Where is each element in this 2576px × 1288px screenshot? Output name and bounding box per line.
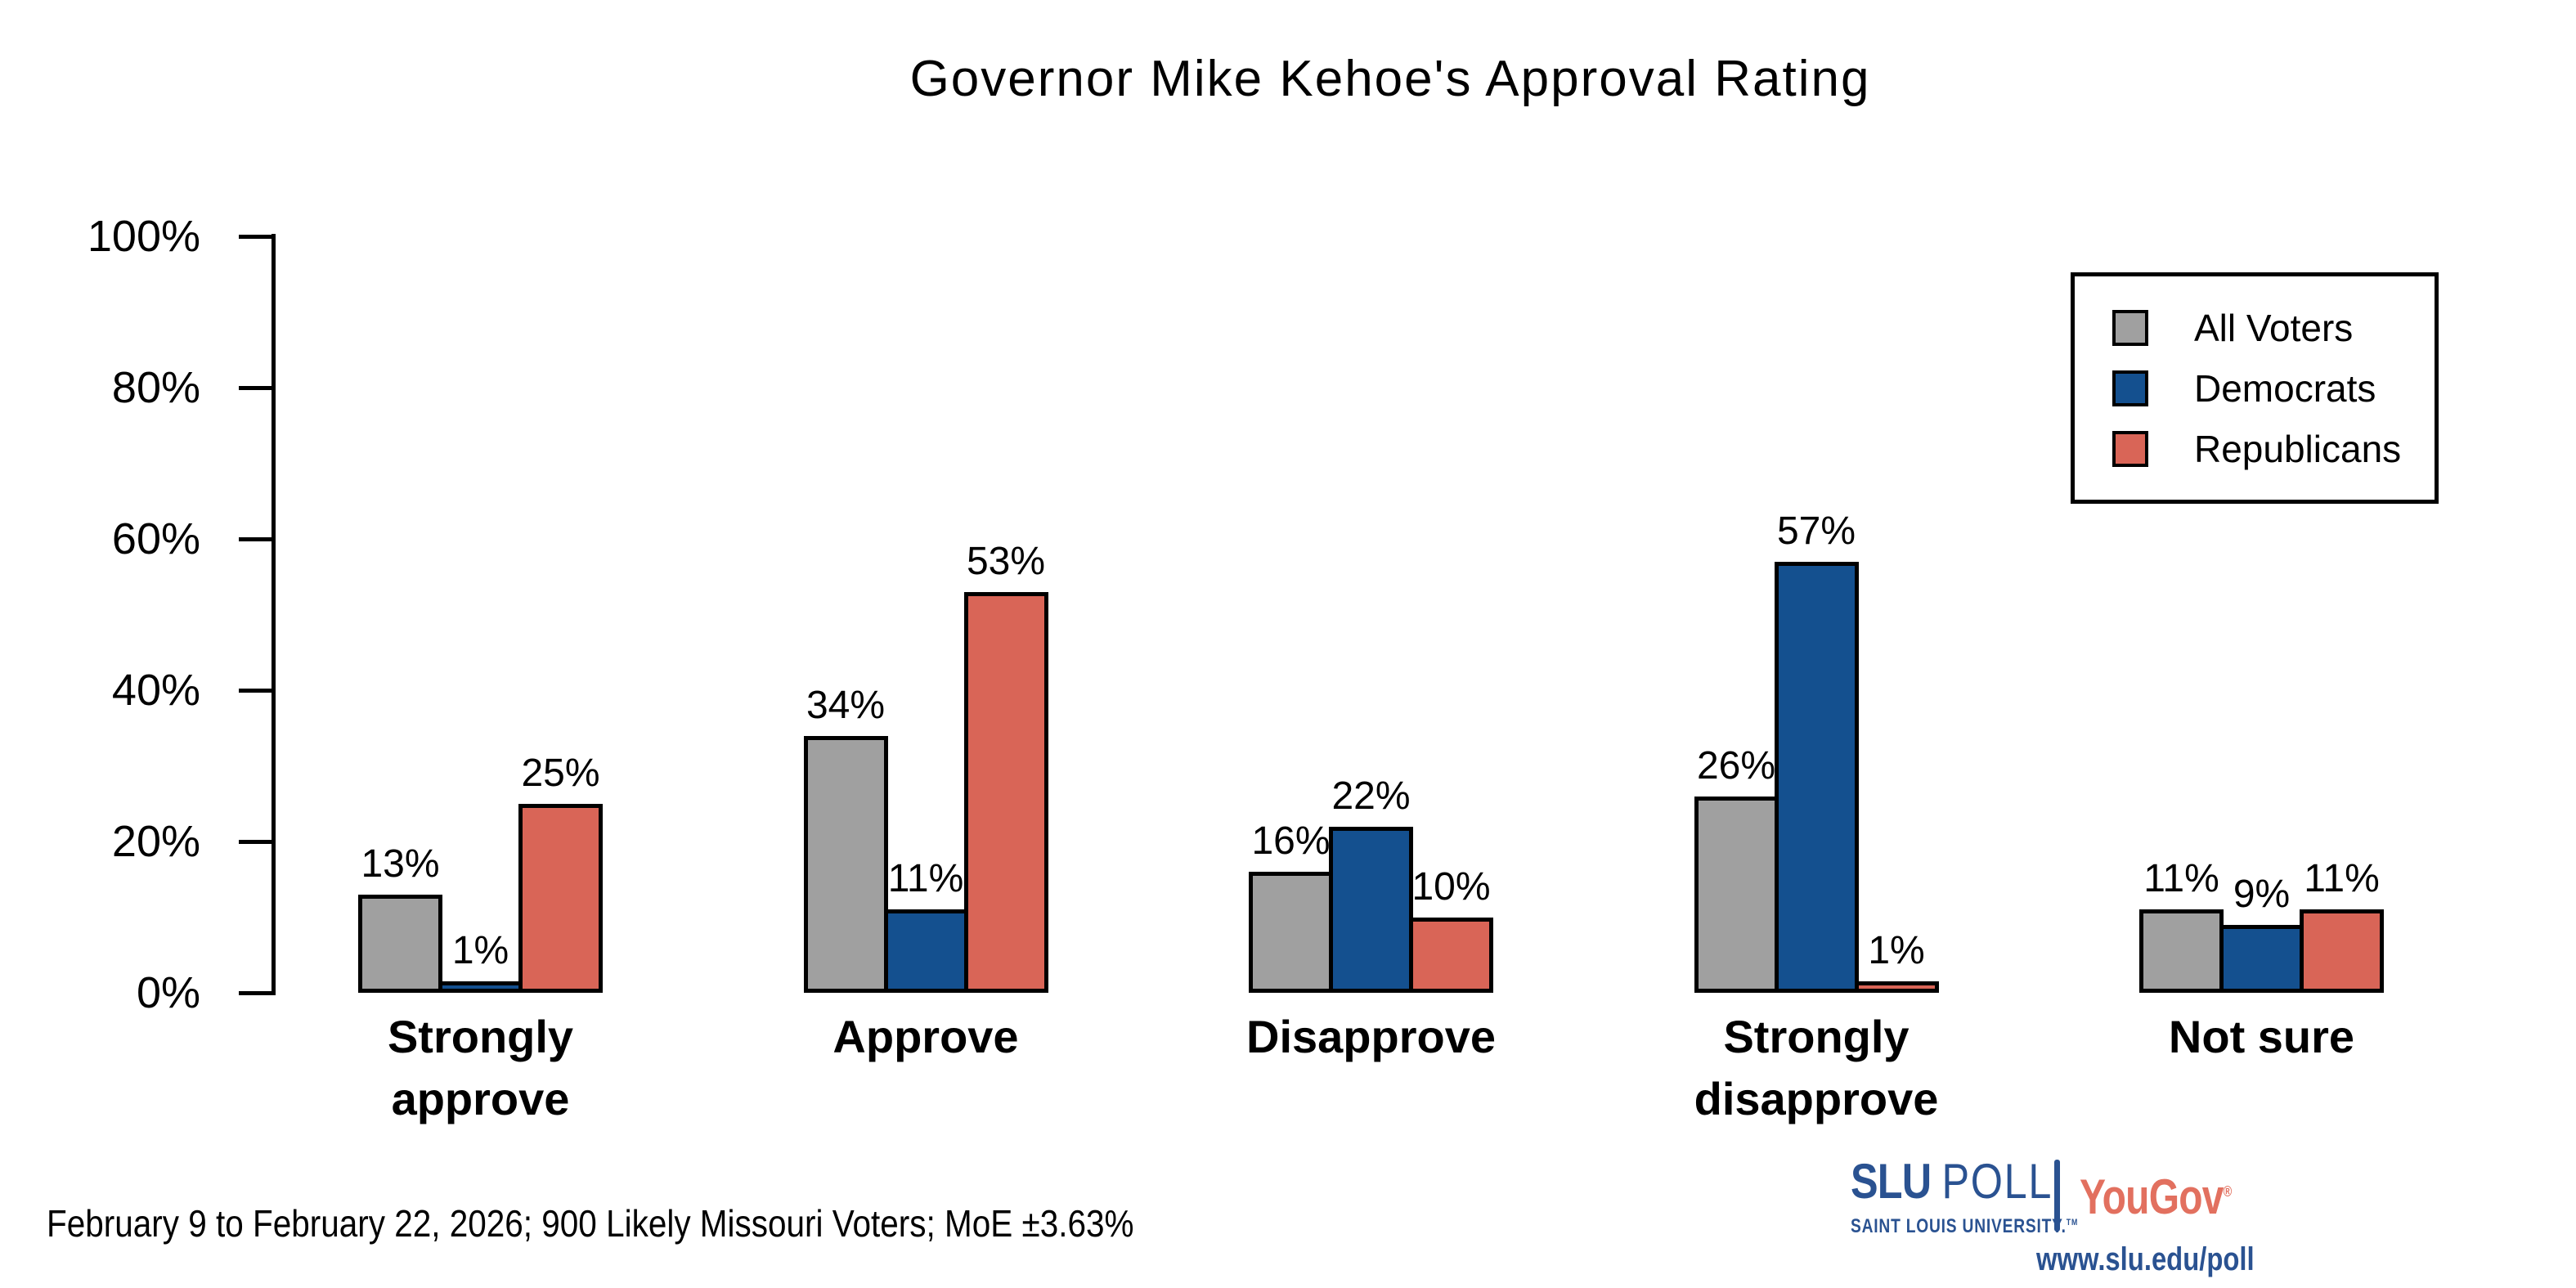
legend-item-republicans: Republicans (2112, 429, 2435, 469)
bar-republicans (518, 803, 603, 993)
legend-item-democrats: Democrats (2112, 369, 2435, 408)
bar-slot: 11% (2139, 859, 2224, 993)
category-label: Not sure (2168, 1011, 2355, 1062)
methodology-footnote: February 9 to February 22, 2026; 900 Lik… (47, 1202, 1134, 1245)
legend-label: All Voters (2194, 306, 2354, 349)
slu-university-subtitle: SAINT LOUIS UNIVERSITY.TM (1851, 1215, 2079, 1237)
registered-symbol: ® (2223, 1183, 2233, 1200)
bar-value-label: 57% (1776, 509, 1856, 553)
bar-republicans (2300, 909, 2384, 993)
bar-value-label: 22% (1331, 774, 1411, 818)
bar-value-label: 53% (966, 539, 1046, 583)
category-label: Strongly approve (387, 1011, 574, 1124)
bar-slot: 11% (883, 857, 968, 993)
bar-democrats (2219, 924, 2304, 993)
y-tick-label: 80% (111, 363, 200, 412)
bar-slot: 22% (1329, 774, 1413, 993)
bar-republicans (1409, 917, 1493, 993)
plot-area: 0% 20% 40% 60% 80% 100% 13% 1% 25% Strongly appro… (0, 213, 2576, 1124)
bar-slot: 9% (2219, 872, 2304, 993)
poll-wordmark: POLL (1941, 1154, 2053, 1209)
y-axis-tick (239, 990, 276, 995)
category-label: Approve (832, 1011, 1019, 1062)
bar-group: 11% 9% 11% Not sure (2139, 859, 2384, 1062)
y-axis-tick (239, 385, 276, 390)
bar-slot: 10% (1409, 864, 1493, 993)
all-voters-swatch (2112, 309, 2148, 346)
legend-item-all-voters: All Voters (2112, 308, 2435, 348)
category-label: Disapprove (1246, 1011, 1496, 1062)
bar-slot: 16% (1249, 821, 1333, 993)
bar-all-voters (1694, 796, 1779, 993)
trademark-symbol: TM (2066, 1218, 2079, 1227)
y-axis-tick (239, 688, 276, 693)
bar-republicans (963, 591, 1048, 993)
bar-group: 16% 22% 10% Disapprove (1246, 774, 1496, 1062)
bar-value-label: 11% (2304, 857, 2380, 901)
bar-all-voters (358, 894, 442, 993)
bar-slot: 26% (1694, 743, 1779, 993)
y-axis-line (272, 234, 276, 995)
y-tick-label: 20% (111, 817, 200, 866)
bar-value-label: 34% (806, 683, 886, 727)
bar-slot: 53% (963, 539, 1048, 993)
slu-wordmark: SLU (1851, 1154, 1932, 1209)
bar-value-label: 11% (2143, 857, 2219, 901)
bar-value-label: 13% (361, 841, 440, 886)
bar-slot: 1% (1854, 929, 1939, 993)
bar-group: 26% 57% 1% Strongly disapprove (1694, 509, 1939, 1124)
bar-group: 34% 11% 53% Approve (803, 539, 1048, 1062)
logo-divider (2054, 1160, 2060, 1232)
bar-democrats (883, 909, 968, 993)
y-axis-tick (239, 839, 276, 844)
y-axis-tick (239, 234, 276, 239)
bar-all-voters (2139, 909, 2224, 993)
bar-slot: 1% (438, 931, 523, 993)
bar-democrats (1774, 561, 1859, 993)
legend-label: Democrats (2194, 366, 2376, 410)
bar-slot: 25% (518, 751, 603, 993)
y-tick-label: 0% (136, 968, 200, 1017)
legend: All Voters Democrats Republicans (2071, 272, 2439, 504)
bar-value-label: 9% (2233, 872, 2291, 916)
y-tick-label: 40% (111, 666, 200, 715)
yougov-logo: YouGov® (2080, 1169, 2233, 1224)
y-tick-label: 100% (87, 212, 200, 261)
bar-value-label: 26% (1696, 743, 1776, 788)
y-tick-label: 60% (111, 514, 200, 563)
republicans-swatch (2112, 430, 2148, 467)
bar-republicans (1854, 981, 1939, 993)
bar-slot: 57% (1774, 509, 1859, 993)
democrats-swatch (2112, 370, 2148, 406)
legend-label: Republicans (2194, 427, 2402, 470)
bar-slot: 13% (358, 841, 442, 993)
bar-value-label: 16% (1251, 819, 1331, 863)
bar-value-label: 25% (521, 751, 600, 795)
bar-slot: 11% (2300, 859, 2384, 993)
bar-value-label: 1% (451, 929, 509, 972)
bar-value-label: 10% (1411, 864, 1491, 909)
bar-democrats (438, 981, 523, 993)
bar-all-voters (803, 735, 888, 993)
bar-value-label: 11% (887, 857, 964, 901)
bar-democrats (1329, 826, 1413, 993)
slu-poll-url: www.slu.edu/poll (2036, 1241, 2255, 1277)
bar-group: 13% 1% 25% Strongly approve (358, 751, 603, 1124)
bar-value-label: 1% (1868, 929, 1925, 972)
page-title: Governor Mike Kehoe's Approval Rating (909, 51, 1871, 107)
bar-all-voters (1249, 872, 1333, 993)
category-label: Strongly disapprove (1694, 1011, 1939, 1124)
y-axis-tick (239, 536, 276, 541)
slu-poll-logo: SLU POLL (1851, 1156, 2053, 1207)
bar-slot: 34% (803, 683, 888, 993)
